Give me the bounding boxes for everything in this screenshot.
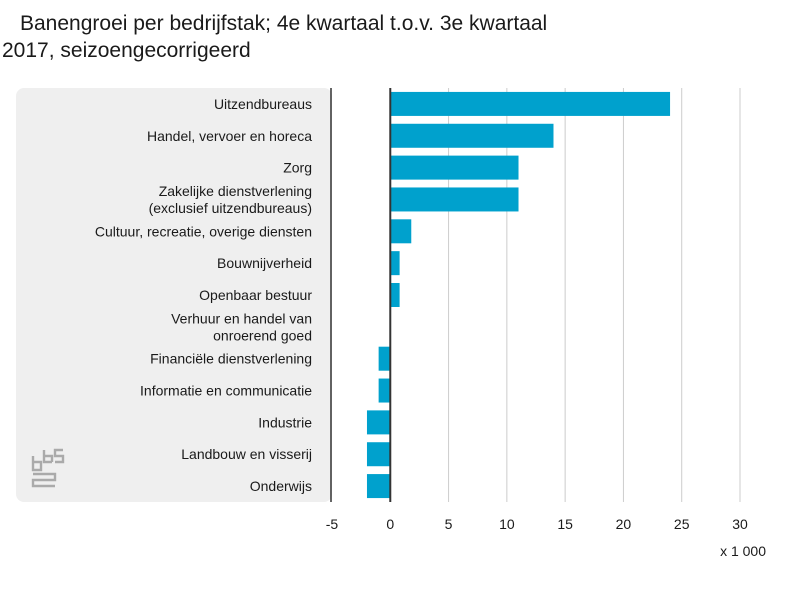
category-label: Financiële dienstverlening [150, 351, 312, 367]
x-tick-label: 25 [674, 516, 690, 532]
category-label-line: Openbaar bestuur [199, 287, 312, 303]
bar [390, 91, 671, 116]
category-label-line: Industrie [258, 414, 312, 430]
x-tick-label: 10 [499, 516, 515, 532]
category-label: Onderwijs [250, 478, 312, 494]
bar [390, 251, 400, 276]
bar [390, 283, 400, 307]
bar [366, 474, 391, 499]
category-label-line: Cultuur, recreatie, overige diensten [95, 223, 312, 239]
category-label-line: Informatie en communicatie [140, 383, 312, 399]
bar [390, 123, 554, 148]
x-tick-labels: -5 0 5 10 15 20 25 30 [326, 516, 748, 532]
category-labels: Uitzendbureaus Handel, vervoer en horeca Z… [95, 96, 312, 494]
bar [378, 346, 391, 371]
category-label-line: onroerend goed [213, 327, 312, 343]
category-label-line: Bouwnijverheid [217, 255, 312, 271]
category-label-line: Handel, vervoer en horeca [147, 128, 312, 144]
x-tick-label: 15 [557, 516, 573, 532]
cbs-logo-icon [31, 448, 65, 488]
bar [390, 187, 519, 212]
category-label-line: Zorg [283, 160, 312, 176]
x-tick-label: 20 [616, 516, 632, 532]
category-label: Uitzendbureaus [214, 96, 312, 112]
category-label-line: Uitzendbureaus [214, 96, 312, 112]
bar [378, 378, 391, 403]
x-tick-label: 0 [386, 516, 394, 532]
category-label: Informatie en communicatie [140, 383, 312, 399]
bar [390, 155, 519, 180]
x-tick-label: -5 [326, 516, 339, 532]
x-unit-label: x 1 000 [720, 543, 766, 559]
category-label: Industrie [258, 414, 312, 430]
category-label: Handel, vervoer en horeca [147, 128, 312, 144]
category-label: Verhuur en handel van onroerend goed [171, 310, 312, 343]
category-label-line: Onderwijs [250, 478, 312, 494]
category-label: Cultuur, recreatie, overige diensten [95, 223, 312, 239]
category-label: Zorg [283, 160, 312, 176]
category-label-line: Financiële dienstverlening [150, 351, 312, 367]
category-label: Openbaar bestuur [199, 287, 312, 303]
x-tick-label: 30 [732, 516, 748, 532]
category-label-line: Landbouw en visserij [181, 446, 312, 462]
cbs-logo-shape [31, 448, 65, 488]
category-label: Bouwnijverheid [217, 255, 312, 271]
bar [366, 410, 391, 435]
label-panel [16, 88, 332, 502]
category-label-line: Verhuur en handel van [171, 310, 312, 326]
category-label-line: Zakelijke dienstverlening [159, 183, 312, 199]
bar [366, 442, 391, 467]
chart-title: Banengroei per bedrijfstak; 4e kwartaal … [2, 12, 548, 62]
gridlines [448, 88, 741, 502]
category-label-line: (exclusief uitzendbureaus) [149, 200, 312, 216]
bar [390, 219, 412, 244]
x-tick-label: 5 [445, 516, 453, 532]
category-label: Zakelijke dienstverlening (exclusief uitz… [149, 183, 312, 216]
category-label: Landbouw en visserij [181, 446, 312, 462]
bars [366, 91, 671, 499]
